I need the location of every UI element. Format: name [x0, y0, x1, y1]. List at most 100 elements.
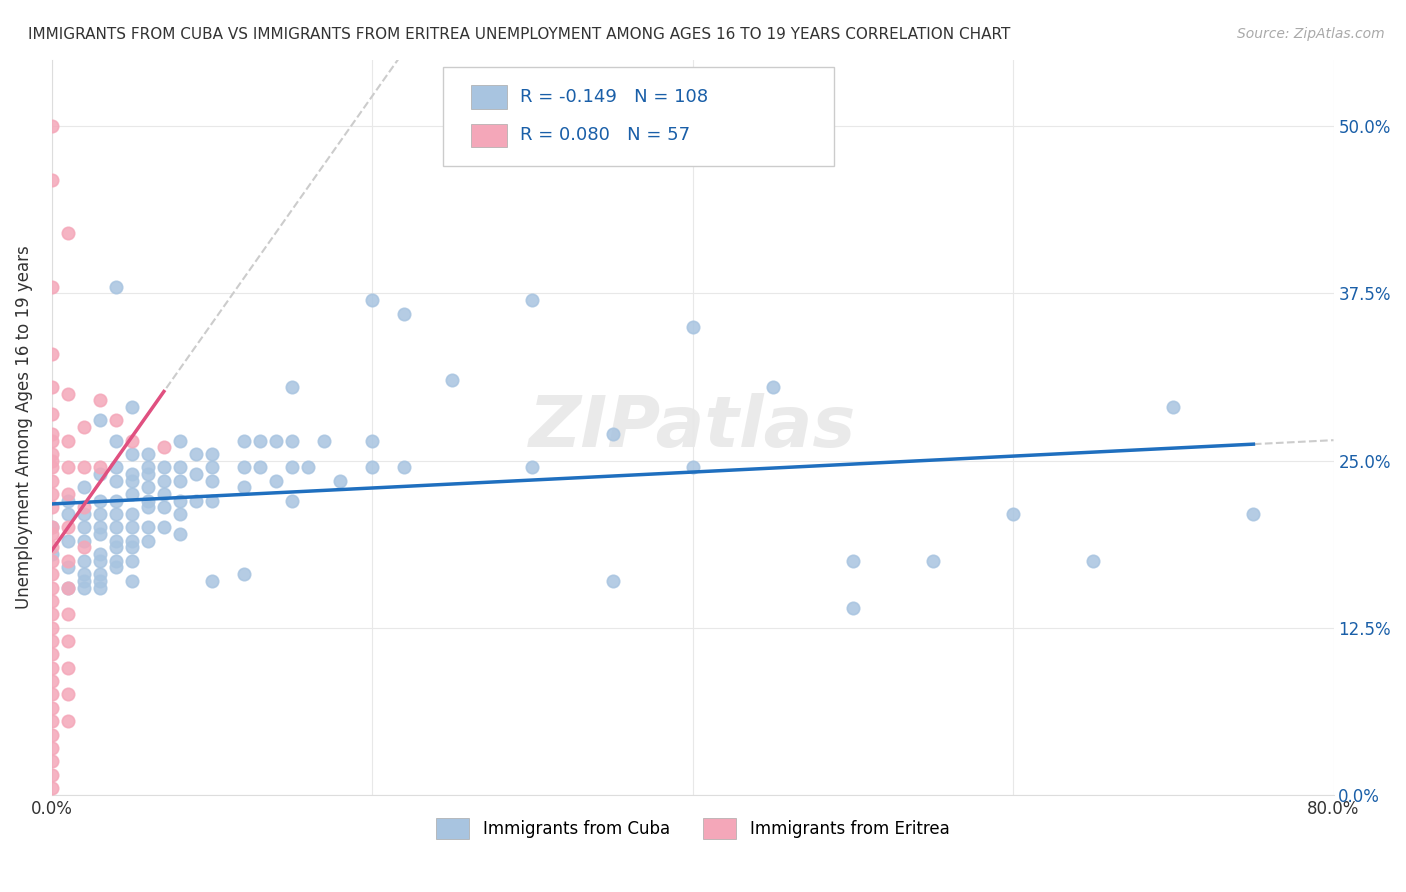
Point [56, 533, 79, 548]
Point [602, 426, 624, 441]
Point [41, 780, 63, 795]
Point [41, 674, 63, 689]
Point [762, 380, 785, 394]
Point [441, 373, 464, 387]
Point [56, 661, 79, 675]
Point [104, 507, 127, 521]
Point [73, 460, 96, 475]
Point [201, 574, 224, 588]
Point [41, 346, 63, 360]
Point [56, 227, 79, 241]
Point [121, 434, 143, 448]
Point [41, 567, 63, 582]
Point [56, 487, 79, 501]
Text: ZIPatlas: ZIPatlas [529, 392, 856, 462]
Point [41, 453, 63, 467]
Point [104, 520, 127, 534]
Point [89, 547, 111, 561]
Point [121, 474, 143, 488]
Point [41, 661, 63, 675]
Point [41, 634, 63, 648]
Point [249, 434, 271, 448]
Point [89, 467, 111, 481]
Point [1002, 507, 1025, 521]
Point [233, 460, 256, 475]
Point [41, 554, 63, 568]
Point [89, 520, 111, 534]
Point [41, 547, 63, 561]
Point [56, 434, 79, 448]
Point [233, 480, 256, 494]
Point [89, 493, 111, 508]
Point [121, 487, 143, 501]
Text: Source: ZipAtlas.com: Source: ZipAtlas.com [1237, 27, 1385, 41]
Point [361, 460, 384, 475]
Point [184, 493, 207, 508]
Point [41, 767, 63, 781]
Point [56, 493, 79, 508]
Point [41, 426, 63, 441]
Point [136, 467, 159, 481]
Point [56, 607, 79, 622]
Point [41, 581, 63, 595]
Point [121, 541, 143, 555]
Point [394, 460, 416, 475]
Point [89, 507, 111, 521]
Point [73, 581, 96, 595]
FancyBboxPatch shape [443, 67, 834, 166]
Point [121, 507, 143, 521]
Point [104, 493, 127, 508]
Point [41, 407, 63, 421]
Point [56, 581, 79, 595]
Point [89, 460, 111, 475]
Point [281, 460, 304, 475]
Point [73, 554, 96, 568]
Point [104, 560, 127, 574]
Point [201, 493, 224, 508]
Point [136, 493, 159, 508]
Point [361, 293, 384, 308]
Point [136, 533, 159, 548]
Point [73, 507, 96, 521]
Point [169, 460, 191, 475]
Point [201, 460, 224, 475]
Point [201, 474, 224, 488]
Point [104, 413, 127, 427]
Point [281, 493, 304, 508]
Point [297, 460, 319, 475]
Point [184, 447, 207, 461]
Text: IMMIGRANTS FROM CUBA VS IMMIGRANTS FROM ERITREA UNEMPLOYMENT AMONG AGES 16 TO 19: IMMIGRANTS FROM CUBA VS IMMIGRANTS FROM … [28, 27, 1011, 42]
Point [89, 527, 111, 541]
Point [136, 447, 159, 461]
Point [153, 487, 176, 501]
Point [264, 474, 287, 488]
Point [41, 607, 63, 622]
Text: R = -0.149   N = 108: R = -0.149 N = 108 [520, 88, 707, 106]
FancyBboxPatch shape [471, 86, 506, 109]
Point [121, 467, 143, 481]
Point [121, 520, 143, 534]
Point [153, 520, 176, 534]
Point [73, 567, 96, 582]
Point [153, 440, 176, 454]
Point [169, 474, 191, 488]
Point [922, 554, 945, 568]
Point [41, 520, 63, 534]
Point [41, 474, 63, 488]
Point [41, 380, 63, 394]
Point [522, 460, 544, 475]
Point [41, 541, 63, 555]
Point [169, 434, 191, 448]
Point [682, 460, 704, 475]
Point [73, 574, 96, 588]
Text: R = 0.080   N = 57: R = 0.080 N = 57 [520, 127, 690, 145]
Point [41, 460, 63, 475]
Point [41, 120, 63, 134]
Point [184, 467, 207, 481]
Point [89, 567, 111, 582]
Point [522, 293, 544, 308]
Point [682, 319, 704, 334]
Point [264, 434, 287, 448]
Point [136, 480, 159, 494]
Point [281, 380, 304, 394]
